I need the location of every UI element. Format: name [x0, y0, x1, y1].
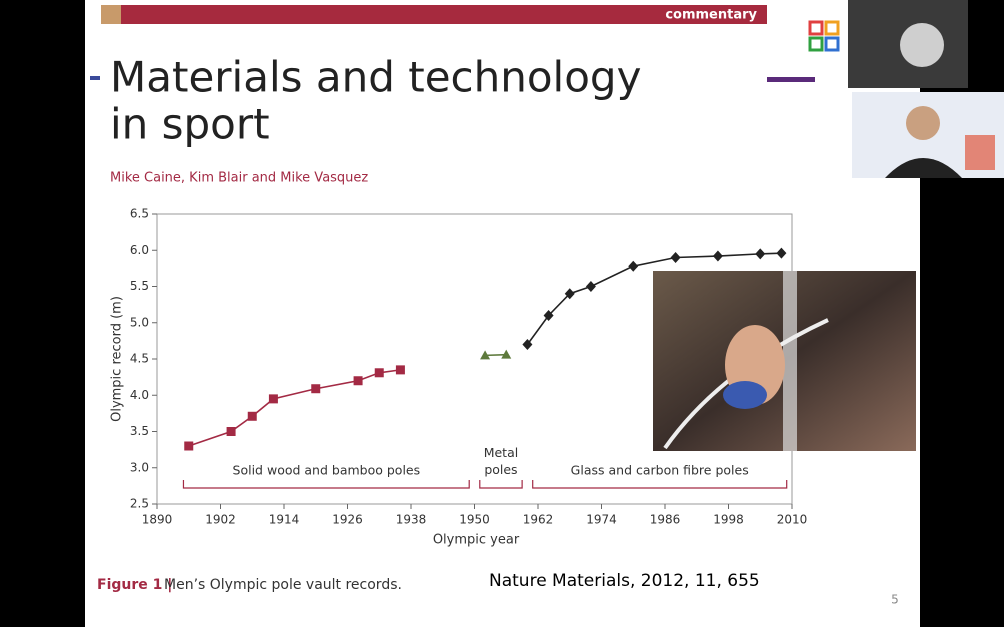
- authors: Mike Caine, Kim Blair and Mike Vasquez: [110, 171, 368, 186]
- photo-bar: [783, 271, 797, 451]
- x-tick-label: 1926: [332, 513, 363, 527]
- x-tick-label: 2010: [777, 513, 808, 527]
- y-tick-label: 6.0: [130, 243, 149, 257]
- annotation: Metal poles: [484, 445, 519, 477]
- x-tick-label: 1962: [523, 513, 554, 527]
- y-tick-label: 5.5: [130, 279, 149, 293]
- annotation: Solid wood and bamboo poles: [233, 463, 421, 478]
- data-point: [522, 339, 533, 350]
- webcam-person: [900, 23, 944, 67]
- data-point: [184, 441, 194, 451]
- data-point: [776, 247, 787, 259]
- webcam-face: [906, 106, 940, 140]
- y-tick-label: 2.5: [130, 497, 149, 511]
- data-point: [501, 349, 512, 359]
- y-tick-label: 5.0: [130, 315, 149, 329]
- title-bullet: [90, 76, 100, 80]
- data-point: [480, 350, 491, 360]
- data-point: [247, 411, 257, 421]
- logo-square: [824, 36, 840, 52]
- data-point: [585, 281, 596, 292]
- data-point: [670, 252, 681, 263]
- data-point: [374, 368, 384, 378]
- x-tick-label: 1974: [586, 513, 617, 527]
- data-point: [353, 376, 363, 386]
- accent-bar: [767, 77, 815, 82]
- webcam-decor: [965, 135, 995, 170]
- data-point: [311, 384, 321, 394]
- figure-label: Figure 1 |: [97, 577, 172, 593]
- y-tick-label: 4.0: [130, 388, 149, 402]
- x-tick-label: 1902: [205, 513, 236, 527]
- data-point: [543, 310, 554, 321]
- bracket: [182, 480, 470, 489]
- data-point: [712, 250, 723, 262]
- bracket: [532, 480, 788, 489]
- x-tick-label: 1914: [269, 513, 300, 527]
- series-line: [485, 353, 507, 357]
- photo: [653, 271, 916, 451]
- data-point: [268, 394, 278, 404]
- data-point: [628, 260, 639, 272]
- y-tick-label: 4.5: [130, 352, 149, 366]
- page-number: 5: [891, 593, 899, 607]
- x-tick-label: 1950: [459, 513, 490, 527]
- y-tick-label: 3.5: [130, 424, 149, 438]
- bracket: [479, 480, 523, 489]
- data-point: [226, 427, 236, 436]
- header-square: [101, 5, 121, 24]
- y-tick-label: 3.0: [130, 460, 149, 474]
- x-tick-label: 1998: [713, 513, 744, 527]
- logo-square: [824, 20, 840, 36]
- title-line: in sport: [110, 100, 270, 149]
- y-axis-label: Olympic record (m): [110, 296, 125, 422]
- webcam-body: [885, 158, 962, 178]
- photo-athlete-suit: [723, 381, 767, 409]
- data-point: [395, 365, 405, 375]
- title-line: Materials and technology: [110, 53, 641, 102]
- header-bar: [121, 5, 767, 24]
- reference: Nature Materials, 2012, 11, 655: [489, 571, 760, 591]
- logo-square: [808, 36, 824, 52]
- y-tick-label: 6.5: [130, 207, 149, 221]
- x-tick-label: 1986: [650, 513, 681, 527]
- data-point: [564, 288, 575, 300]
- caption: Men’s Olympic pole vault records.: [164, 577, 402, 593]
- x-tick-label: 1938: [396, 513, 427, 527]
- annotation: Glass and carbon fibre poles: [571, 463, 749, 478]
- data-point: [755, 248, 766, 260]
- x-axis-label: Olympic year: [433, 533, 520, 548]
- logo-square: [808, 20, 824, 36]
- header-text: commentary: [665, 8, 757, 23]
- x-tick-label: 1890: [142, 513, 173, 527]
